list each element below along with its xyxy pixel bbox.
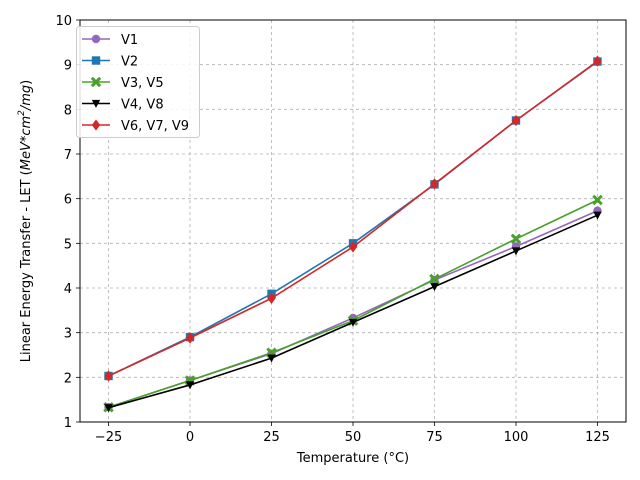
marker-stroke	[429, 273, 440, 285]
y-axis-label: Linear Energy Transfer - LET (MeV*cm2/mg…	[17, 80, 34, 363]
legend-item: V6, V7, V9	[82, 119, 189, 134]
y-tick-label: 8	[64, 103, 72, 118]
y-tick-label: 2	[64, 371, 72, 386]
y-axis-label-sup: 2	[17, 110, 27, 116]
y-tick-label: 1	[64, 416, 72, 431]
series-v4-v8	[104, 211, 602, 413]
x-tick-label: 75	[426, 430, 443, 445]
data-point	[511, 114, 521, 127]
x-tick-label: 50	[345, 430, 362, 445]
legend-item: V2	[82, 55, 138, 70]
y-tick-label: 6	[64, 193, 72, 208]
legend-marker	[91, 119, 101, 131]
data-point	[430, 283, 439, 292]
x-tick-label: −25	[95, 430, 122, 445]
legend: V1 V2 V3, V5 V4, V8 V6, V7, V9	[76, 26, 200, 138]
legend-marker	[91, 34, 101, 44]
y-tick-label: 4	[64, 282, 72, 297]
data-point	[430, 178, 439, 190]
legend-item: V1	[82, 33, 138, 48]
x-tick-label: 125	[585, 430, 610, 445]
data-point	[348, 318, 358, 327]
marker-stroke	[90, 76, 102, 88]
data-point	[348, 241, 358, 253]
y-axis-label-main: Linear Energy Transfer - LET (	[19, 170, 34, 362]
x-tick-label: 0	[186, 430, 194, 445]
data-point	[185, 332, 195, 344]
y-axis-label-close: )	[19, 80, 34, 85]
legend-item: V3, V5	[82, 76, 164, 91]
legend-frame	[76, 26, 200, 138]
data-point	[267, 354, 276, 363]
data-point	[104, 370, 113, 382]
legend-marker	[90, 76, 102, 88]
x-axis-label: Temperature (°C)	[296, 451, 409, 466]
y-tick-label: 7	[64, 148, 72, 163]
legend-label: V6, V7, V9	[121, 119, 189, 134]
y-tick-label: 3	[64, 327, 72, 342]
y-tick-label: 9	[64, 59, 72, 74]
legend-label: V2	[121, 55, 138, 70]
series-v6-v7-v9	[104, 55, 602, 382]
marker-stroke	[592, 194, 603, 206]
legend-label: V3, V5	[121, 76, 164, 91]
data-point	[510, 233, 522, 245]
data-point	[104, 404, 113, 413]
y-tick-label: 5	[64, 237, 72, 252]
y-axis-label-unit: MeV*cm	[19, 116, 34, 170]
data-point	[592, 194, 603, 206]
legend-label: V1	[121, 33, 138, 48]
legend-item: V4, V8	[82, 98, 164, 113]
data-point	[185, 381, 195, 390]
legend-label: V4, V8	[121, 98, 164, 113]
legend-marker	[91, 99, 101, 108]
marker-stroke	[510, 233, 522, 245]
data-point	[593, 211, 602, 220]
y-axis-label-unit-tail: /mg	[19, 85, 34, 111]
y-tick-label: 10	[55, 14, 72, 29]
data-point	[267, 292, 276, 304]
series-layer	[103, 55, 603, 413]
x-tick-label: 100	[504, 430, 529, 445]
x-tick-label: 25	[263, 430, 280, 445]
data-point	[511, 247, 521, 256]
ticks: −25 0 25 50 75 100 125 1 2 3 4 5 6 7 8 9 10	[55, 14, 609, 445]
data-point	[429, 273, 440, 285]
legend-marker	[91, 56, 101, 65]
data-point	[593, 55, 602, 67]
